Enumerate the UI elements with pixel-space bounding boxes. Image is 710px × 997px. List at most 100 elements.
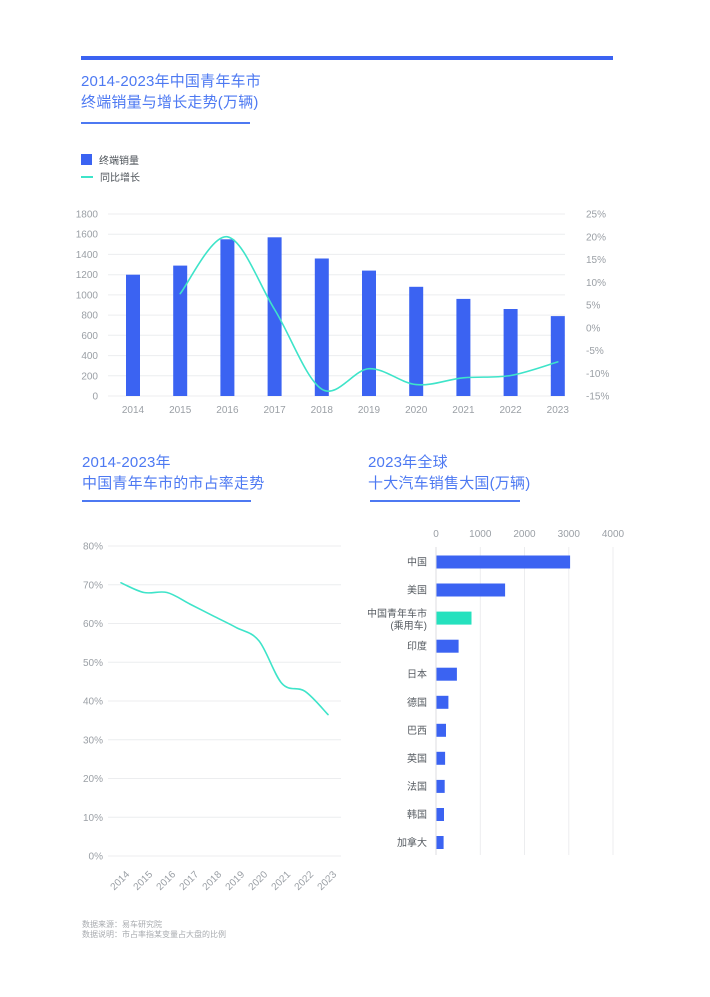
left-axis-tick-label: 200 bbox=[81, 371, 98, 382]
footer-notes: 数据来源：易车研究院 数据说明：市占率指某变量占大盘的比例 bbox=[82, 920, 226, 939]
y-axis-tick-label: 80% bbox=[83, 542, 103, 553]
right-axis-tick-label: -10% bbox=[586, 369, 609, 380]
left-axis-tick-label: 1000 bbox=[76, 290, 99, 301]
country-bar-印度 bbox=[436, 639, 459, 653]
sales-bar-2014 bbox=[126, 274, 140, 396]
sales-bar-2015 bbox=[173, 265, 188, 396]
left-axis-tick-label: 400 bbox=[81, 351, 98, 362]
category-label: 印度 bbox=[407, 640, 427, 653]
x-axis-tick-label: 3000 bbox=[558, 529, 581, 540]
sales-bar-2018 bbox=[314, 258, 329, 396]
x-axis-year-label: 2022 bbox=[499, 405, 522, 416]
right-axis-tick-label: 25% bbox=[586, 210, 606, 221]
x-axis-year-label: 2018 bbox=[201, 869, 225, 893]
sales-bar-2017 bbox=[267, 237, 282, 396]
category-label: 法国 bbox=[407, 780, 427, 793]
left-axis-tick-label: 1600 bbox=[76, 230, 99, 241]
share-chart-title: 2014-2023年 中国青年车市的市占率走势 bbox=[82, 452, 264, 494]
category-label: 巴西 bbox=[407, 725, 427, 737]
sales-bar-2022 bbox=[503, 309, 518, 396]
sales-bar-2016 bbox=[220, 239, 235, 396]
x-axis-year-label: 2020 bbox=[405, 405, 428, 416]
line-swatch-icon bbox=[81, 175, 93, 178]
left-axis-tick-label: 800 bbox=[81, 311, 98, 322]
country-bar-巴西 bbox=[436, 723, 446, 737]
x-axis-year-label: 2019 bbox=[358, 405, 381, 416]
sales-chart-title-line1: 2014-2023年中国青年车市 bbox=[81, 73, 261, 90]
global-chart-title-underline bbox=[370, 500, 520, 502]
bar-swatch-icon bbox=[81, 154, 92, 165]
x-axis-year-label: 2021 bbox=[270, 869, 294, 893]
category-label: 韩国 bbox=[407, 808, 427, 821]
y-axis-tick-label: 20% bbox=[83, 774, 103, 785]
legend-label-growth: 同比增长 bbox=[100, 173, 140, 184]
x-axis-tick-label: 1000 bbox=[469, 529, 492, 540]
x-axis-tick-label: 4000 bbox=[602, 529, 625, 540]
category-label: 中国 bbox=[407, 556, 427, 569]
sales-chart-legend: 终端销量 同比增长 bbox=[81, 151, 140, 185]
legend-label-sales: 终端销量 bbox=[99, 156, 139, 167]
data-description-note: 数据说明：市占率指某变量占大盘的比例 bbox=[82, 929, 226, 939]
global-chart-title: 2023年全球 十大汽车销售大国(万辆) bbox=[368, 452, 530, 494]
sales-bar-2023 bbox=[550, 316, 565, 396]
x-axis-year-label: 2023 bbox=[316, 869, 340, 893]
category-label: 日本 bbox=[407, 668, 427, 681]
right-axis-tick-label: 15% bbox=[586, 255, 606, 266]
y-axis-tick-label: 60% bbox=[83, 619, 103, 630]
category-label: 美国 bbox=[407, 584, 427, 597]
legend-item-growth: 同比增长 bbox=[81, 168, 140, 185]
share-chart-title-line2: 中国青年车市的市占率走势 bbox=[82, 475, 265, 492]
sales-chart-title-underline bbox=[81, 122, 250, 124]
market-share-line bbox=[120, 582, 329, 716]
global-chart-title-line1: 2023年全球 bbox=[368, 454, 448, 471]
right-axis-tick-label: 5% bbox=[586, 301, 601, 312]
market-share-line-chart: 80%70%60%50%40%30%20%10%0%2014 2015 2016 20… bbox=[83, 542, 341, 893]
x-axis-year-label: 2018 bbox=[311, 405, 334, 416]
x-axis-year-label: 2022 bbox=[293, 869, 317, 893]
country-bar-日本 bbox=[436, 667, 457, 681]
y-axis-tick-label: 10% bbox=[83, 813, 103, 824]
country-bar-韩国 bbox=[436, 808, 444, 821]
category-label: 加拿大 bbox=[397, 836, 427, 849]
category-label: 中国青年车市(乘用车) bbox=[368, 607, 427, 632]
growth-line bbox=[179, 235, 559, 392]
x-axis-year-label: 2019 bbox=[224, 869, 248, 893]
left-axis-tick-label: 0 bbox=[92, 392, 98, 403]
country-bar-法国 bbox=[436, 779, 445, 793]
sales-combo-chart: 1800 1600 1400 1200 1000 800 600 400 200 0 25% 20% 1… bbox=[76, 210, 610, 417]
x-axis-year-label: 2014 bbox=[122, 405, 145, 416]
y-axis-tick-label: 0% bbox=[89, 852, 104, 863]
country-bar-中国青年车市 bbox=[436, 611, 472, 625]
category-label: 英国 bbox=[407, 752, 427, 765]
y-axis-tick-label: 40% bbox=[83, 697, 103, 708]
x-axis-year-label: 2017 bbox=[263, 405, 286, 416]
country-bar-德国 bbox=[436, 695, 449, 709]
x-axis-tick-label: 0 bbox=[433, 529, 439, 540]
left-axis-tick-label: 1400 bbox=[76, 250, 99, 261]
y-axis-tick-label: 70% bbox=[83, 580, 103, 591]
share-chart-title-underline bbox=[82, 500, 251, 502]
x-axis-year-label: 2015 bbox=[169, 405, 192, 416]
country-bar-英国 bbox=[436, 751, 446, 765]
country-bar-中国 bbox=[436, 555, 571, 569]
data-source-note: 数据来源：易车研究院 bbox=[82, 920, 162, 929]
y-axis-tick-label: 30% bbox=[83, 735, 103, 746]
x-axis-year-label: 2017 bbox=[178, 869, 202, 893]
right-axis-tick-label: -15% bbox=[586, 392, 609, 403]
share-chart-title-line1: 2014-2023年 bbox=[82, 454, 171, 471]
sales-bar-2020 bbox=[409, 286, 424, 396]
right-axis-tick-label: 0% bbox=[586, 323, 601, 334]
legend-item-sales: 终端销量 bbox=[81, 151, 140, 168]
category-label: 德国 bbox=[407, 696, 427, 709]
country-bar-加拿大 bbox=[436, 836, 444, 849]
x-axis-year-label: 2021 bbox=[452, 405, 475, 416]
x-axis-year-label: 2016 bbox=[155, 869, 179, 893]
sales-bar-2019 bbox=[362, 270, 376, 396]
right-axis-tick-label: 20% bbox=[586, 232, 606, 243]
left-axis-tick-label: 1200 bbox=[76, 270, 99, 281]
sales-bar-2021 bbox=[456, 298, 471, 396]
sales-chart-title: 2014-2023年中国青年车市 终端销量与增长走势(万辆) bbox=[81, 71, 261, 113]
right-axis-tick-label: -5% bbox=[586, 346, 604, 357]
